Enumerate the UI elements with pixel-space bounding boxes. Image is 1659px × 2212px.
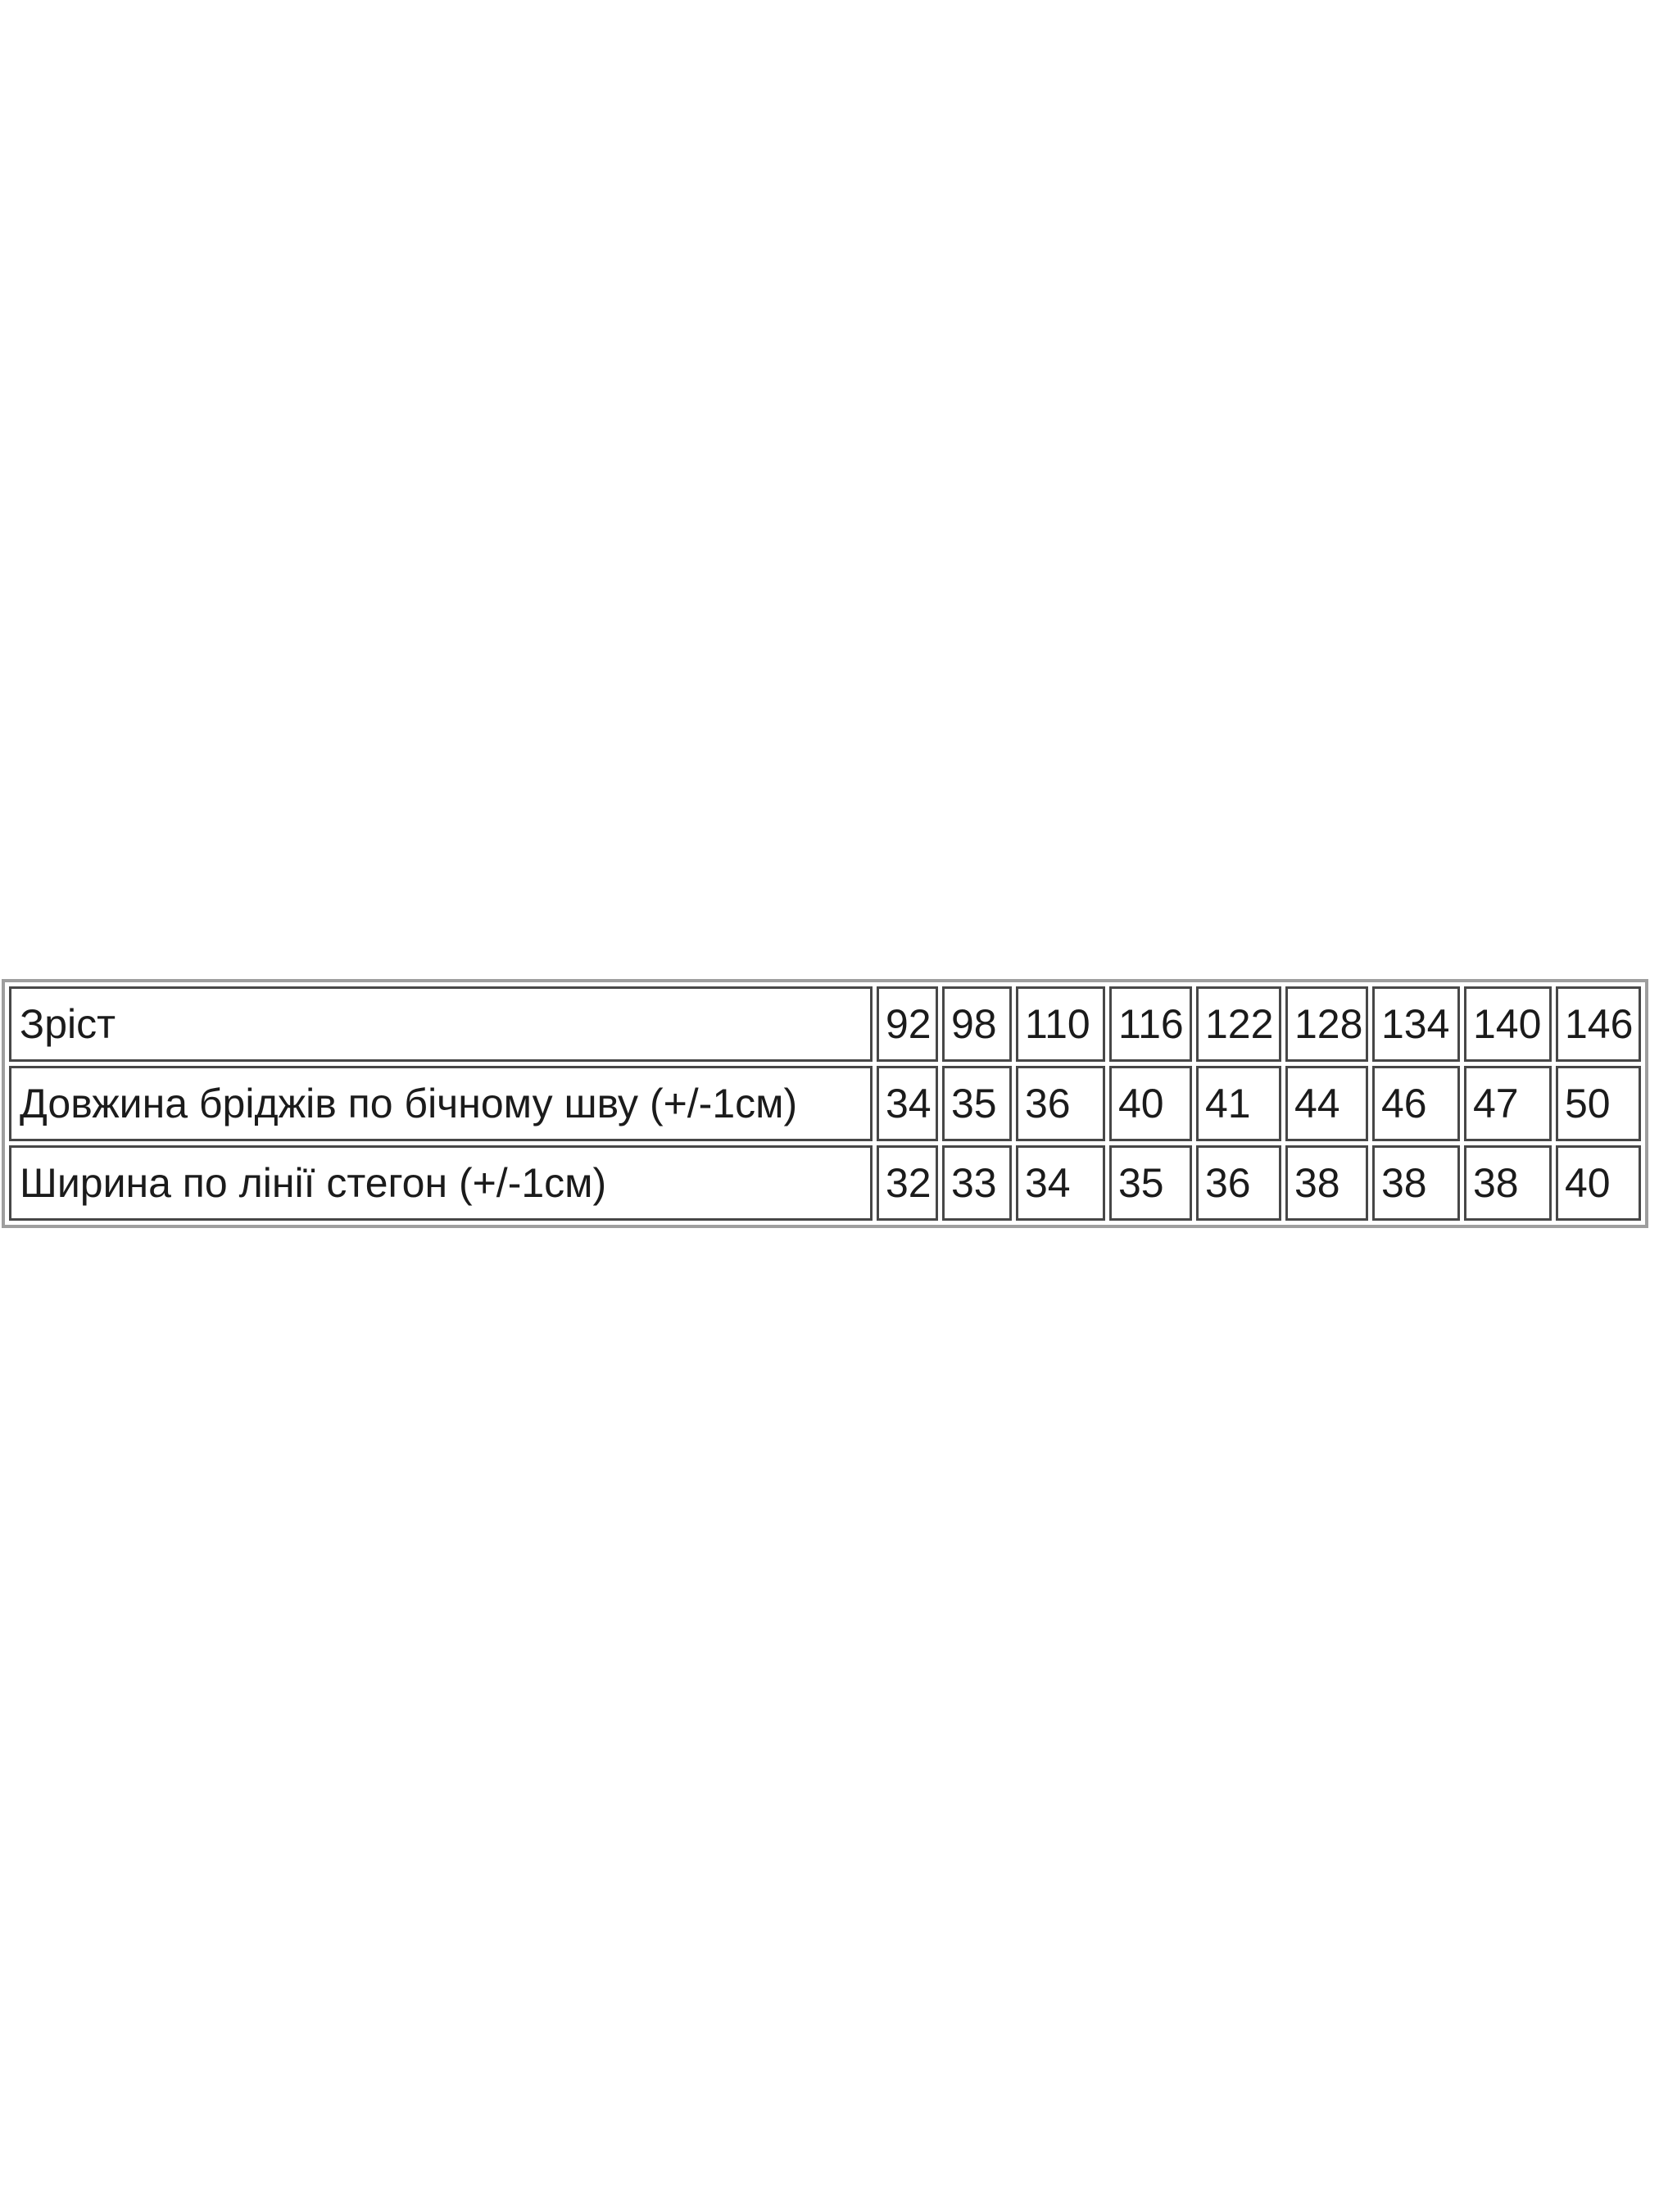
hip-width-value-cell: 40 [1556, 1145, 1641, 1221]
height-value-cell: 116 [1109, 986, 1192, 1062]
row-label-height: Зріст [9, 986, 873, 1062]
breeches-length-value-cell: 50 [1556, 1066, 1641, 1141]
hip-width-value-cell: 38 [1372, 1145, 1460, 1221]
height-value-cell: 134 [1372, 986, 1460, 1062]
hip-width-value-cell: 33 [942, 1145, 1012, 1221]
breeches-length-value-cell: 41 [1196, 1066, 1281, 1141]
hip-width-value-cell: 38 [1464, 1145, 1552, 1221]
size-chart-table: Зріст 92 98 110 116 122 128 134 140 146 … [2, 979, 1648, 1228]
breeches-length-value-cell: 36 [1016, 1066, 1105, 1141]
hip-width-value-cell: 38 [1285, 1145, 1368, 1221]
height-value-cell: 110 [1016, 986, 1105, 1062]
row-label-breeches-length: Довжина бріджів по бічному шву (+/-1см) [9, 1066, 873, 1141]
breeches-length-value-cell: 44 [1285, 1066, 1368, 1141]
height-value-cell: 128 [1285, 986, 1368, 1062]
hip-width-value-cell: 35 [1109, 1145, 1192, 1221]
hip-width-value-cell: 36 [1196, 1145, 1281, 1221]
hip-width-value-cell: 34 [1016, 1145, 1105, 1221]
breeches-length-value-cell: 34 [877, 1066, 938, 1141]
breeches-length-value-cell: 47 [1464, 1066, 1552, 1141]
row-label-hip-width: Ширина по лінії стегон (+/-1см) [9, 1145, 873, 1221]
breeches-length-value-cell: 46 [1372, 1066, 1460, 1141]
breeches-length-value-cell: 35 [942, 1066, 1012, 1141]
hip-width-value-cell: 32 [877, 1145, 938, 1221]
breeches-length-value-cell: 40 [1109, 1066, 1192, 1141]
height-value-cell: 92 [877, 986, 938, 1062]
table-row-height: Зріст 92 98 110 116 122 128 134 140 146 [9, 986, 1641, 1062]
height-value-cell: 98 [942, 986, 1012, 1062]
height-value-cell: 122 [1196, 986, 1281, 1062]
table-row-breeches-length: Довжина бріджів по бічному шву (+/-1см) … [9, 1066, 1641, 1141]
table-row-hip-width: Ширина по лінії стегон (+/-1см) 32 33 34… [9, 1145, 1641, 1221]
height-value-cell: 140 [1464, 986, 1552, 1062]
height-value-cell: 146 [1556, 986, 1641, 1062]
